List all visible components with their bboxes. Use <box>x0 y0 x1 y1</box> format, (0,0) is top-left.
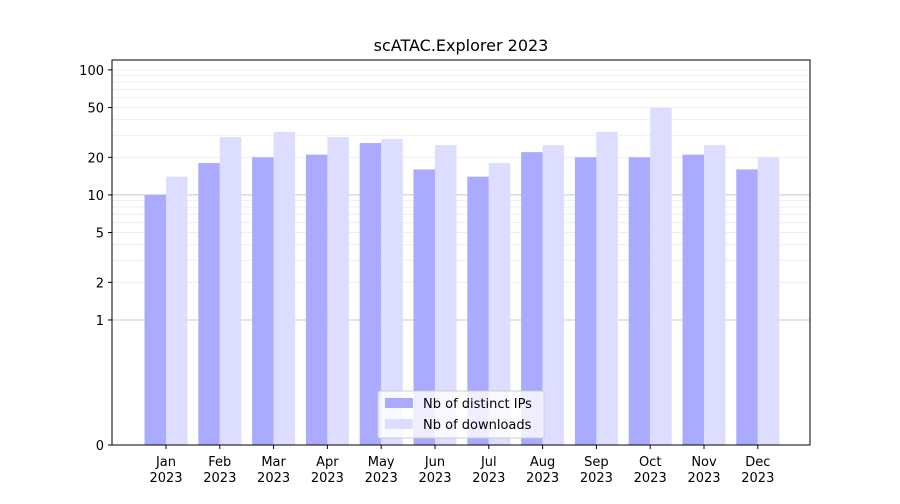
x-tick-label-month: Sep <box>584 455 609 470</box>
bar-distinct-ips <box>413 169 435 445</box>
x-tick-label-month: May <box>368 455 395 470</box>
x-tick-label-year: 2023 <box>149 471 182 486</box>
x-tick-label-month: Apr <box>316 455 339 470</box>
x-tick-label-year: 2023 <box>311 471 344 486</box>
x-tick-label-month: Jan <box>155 455 176 470</box>
bar-downloads <box>488 163 511 445</box>
bar-distinct-ips <box>252 157 274 445</box>
x-tick-label-year: 2023 <box>203 471 236 486</box>
x-tick-label-month: Jun <box>424 455 445 470</box>
y-tick-label: 1 <box>96 314 104 329</box>
bar-downloads <box>273 131 296 445</box>
x-tick-label-year: 2023 <box>257 471 290 486</box>
bars <box>144 107 780 446</box>
legend-swatch-distinct-ips <box>385 398 413 408</box>
x-tick-label-year: 2023 <box>365 471 398 486</box>
x-tick-label-month: Mar <box>261 455 286 470</box>
bar-distinct-ips <box>736 169 758 445</box>
bar-distinct-ips <box>198 163 220 445</box>
x-tick-label-year: 2023 <box>741 471 774 486</box>
bar-downloads <box>704 145 726 445</box>
x-axis: Jan2023Feb2023Mar2023Apr2023May2023Jun20… <box>149 445 774 486</box>
x-tick-label-year: 2023 <box>526 471 559 486</box>
bar-distinct-ips <box>144 194 166 445</box>
x-tick-label-month: Oct <box>639 455 661 470</box>
bar-distinct-ips <box>628 157 651 445</box>
x-tick-label-year: 2023 <box>634 471 667 486</box>
y-tick-label: 100 <box>79 64 104 79</box>
y-tick-label: 5 <box>96 227 104 242</box>
x-tick-label-month: Feb <box>208 455 231 470</box>
x-tick-label-year: 2023 <box>580 471 613 486</box>
bar-downloads <box>542 145 565 445</box>
bar-downloads <box>435 145 457 445</box>
x-tick-label-month: Nov <box>691 455 717 470</box>
x-tick-label-year: 2023 <box>418 471 451 486</box>
bar-downloads <box>650 107 672 446</box>
bar-distinct-ips <box>359 143 382 445</box>
y-tick-label: 10 <box>87 189 104 204</box>
bar-downloads <box>327 137 349 445</box>
x-tick-label-year: 2023 <box>687 471 720 486</box>
legend: Nb of distinct IPs Nb of downloads <box>377 390 545 439</box>
bar-distinct-ips <box>467 176 489 445</box>
x-tick-label-month: Dec <box>745 455 770 470</box>
legend-box <box>377 390 545 439</box>
bar-downloads <box>596 131 618 445</box>
bar-downloads <box>757 157 780 445</box>
legend-swatch-downloads <box>385 419 413 429</box>
bar-downloads <box>166 176 188 445</box>
x-tick-label-month: Jul <box>480 455 497 470</box>
legend-label-downloads: Nb of downloads <box>423 418 532 433</box>
y-tick-label: 0 <box>96 439 104 454</box>
bar-downloads <box>381 139 403 445</box>
bar-downloads <box>219 137 242 445</box>
y-tick-label: 2 <box>96 276 104 291</box>
legend-label-distinct-ips: Nb of distinct IPs <box>423 397 532 412</box>
axes-frame <box>111 59 811 446</box>
x-tick-label-month: Aug <box>530 455 555 470</box>
bar-distinct-ips <box>305 154 328 446</box>
bar-distinct-ips <box>574 157 597 445</box>
y-tick-label: 50 <box>87 102 104 117</box>
y-axis: 0 1 2 5 10 20 50 100 <box>79 64 112 454</box>
bar-distinct-ips <box>682 154 704 446</box>
chart-title: scATAC.Explorer 2023 <box>374 36 549 55</box>
y-tick-label: 20 <box>87 151 104 166</box>
x-tick-label-year: 2023 <box>472 471 505 486</box>
bar-distinct-ips <box>521 152 543 445</box>
